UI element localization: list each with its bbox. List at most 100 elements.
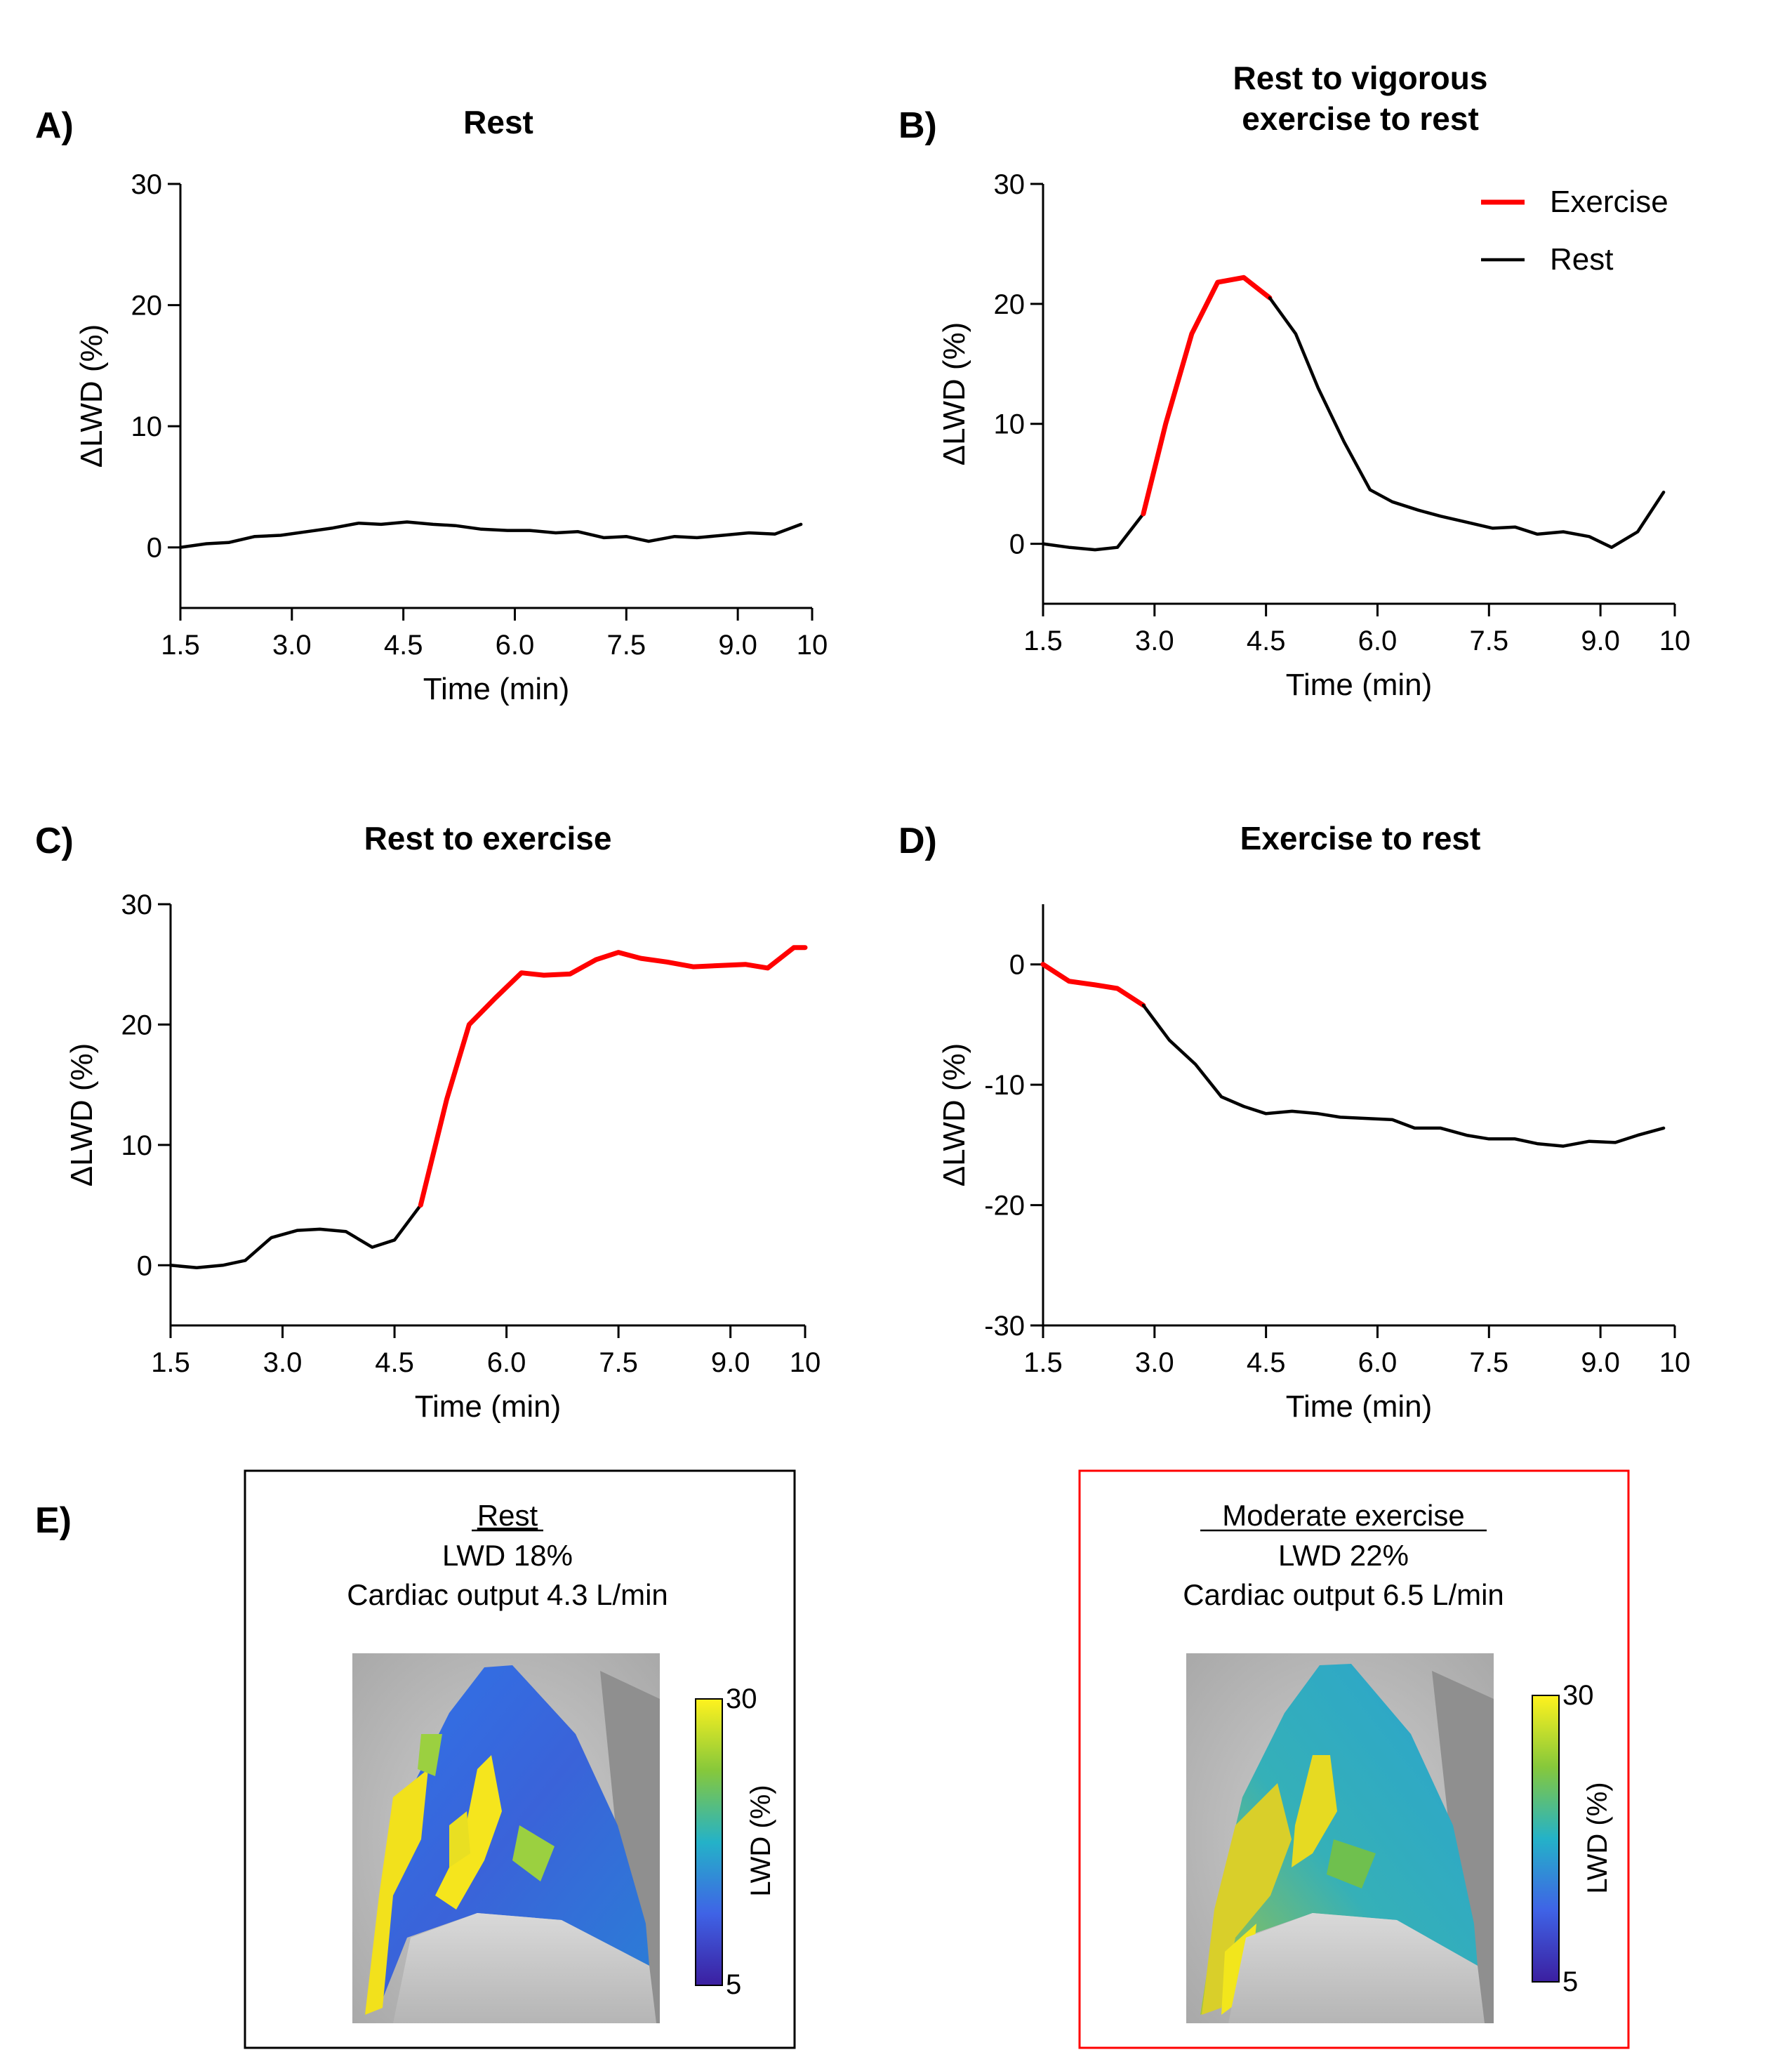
rest-colorbar-max: 30 <box>726 1683 757 1714</box>
y-tick-label-d: -30 <box>984 1311 1025 1342</box>
chart-a: A) Rest 1.5 3.0 4.5 6.0 7.5 9.0 10 0 10 20 30 Time (m… <box>35 104 828 706</box>
series-line-c-exercise-2 <box>418 945 808 1208</box>
series-line-b-rest-3 <box>1268 296 1666 549</box>
rest-box-lwd: LWD 18% <box>442 1539 573 1572</box>
exercise-colorbar-label: LWD (%) <box>1582 1782 1613 1893</box>
x-tick-label-d: 10 <box>1659 1347 1691 1378</box>
exercise-colorbar-max: 30 <box>1562 1680 1594 1711</box>
x-tick-label-c: 7.5 <box>599 1347 638 1378</box>
y-tick-label-a: 20 <box>131 291 163 322</box>
x-tick-label-b: 9.0 <box>1581 626 1620 656</box>
legend-label-rest: Rest <box>1550 242 1613 277</box>
panel-label-a: A) <box>35 105 74 146</box>
x-tick-label-a: 10 <box>797 630 828 661</box>
chart-c: C) Rest to exercise 1.5 3.0 4.5 6.0 7.5 9.0 10 0 1… <box>35 820 821 1424</box>
x-tick-label-d: 4.5 <box>1247 1347 1286 1378</box>
x-tick-label-a: 9.0 <box>718 630 757 661</box>
x-tick-label-a: 1.5 <box>161 630 200 661</box>
y-axis-label-a: ΔLWD (%) <box>74 324 109 468</box>
y-tick-label-c: 10 <box>121 1130 153 1161</box>
x-tick-label-d: 3.0 <box>1135 1347 1174 1378</box>
rest-map-box: Rest LWD 18% Cardiac output 4.3 L/min 30… <box>244 1469 796 2049</box>
chart-b: B) Rest to vigorous exercise to rest 1.5 3.0… <box>898 60 1690 702</box>
x-tick-label-c: 10 <box>790 1347 821 1378</box>
chart-title-d: Exercise to rest <box>1240 820 1481 856</box>
y-tick-label-a: 10 <box>131 411 163 442</box>
y-tick-label-b: 0 <box>1009 529 1025 560</box>
series-line-d-rest-2 <box>1141 1003 1666 1148</box>
y-tick-label-d: -10 <box>984 1070 1025 1101</box>
series-line-a-rest-1 <box>178 520 803 549</box>
x-tick-label-b: 4.5 <box>1247 626 1286 656</box>
x-tick-label-c: 1.5 <box>151 1347 190 1378</box>
y-tick-label-a: 0 <box>147 533 162 564</box>
exercise-map-box: Moderate exercise LWD 22% Cardiac output… <box>1078 1469 1630 2049</box>
exercise-colorbar-min: 5 <box>1562 1966 1578 1997</box>
y-axis-label-d: ΔLWD (%) <box>937 1043 971 1187</box>
panel-label-c: C) <box>35 821 74 861</box>
y-tick-label-c: 20 <box>121 1010 153 1040</box>
exercise-colorbar <box>1532 1695 1560 1983</box>
legend-b: Exercise Rest <box>1481 185 1668 277</box>
rest-colorbar-label: LWD (%) <box>745 1785 776 1896</box>
y-tick-label-b: 20 <box>994 289 1026 320</box>
exercise-box-cardiac-output: Cardiac output 6.5 L/min <box>1183 1578 1504 1611</box>
x-axis-label-d: Time (min) <box>1286 1389 1433 1424</box>
x-tick-label-b: 6.0 <box>1358 626 1398 656</box>
x-tick-label-b: 10 <box>1659 626 1691 656</box>
y-axis-label-c: ΔLWD (%) <box>65 1043 99 1187</box>
panel-e: E) Rest LWD 18% Cardiac output 4.3 L/min… <box>35 1469 1630 2049</box>
y-tick-label-b: 30 <box>994 169 1026 200</box>
x-axis-label-c: Time (min) <box>415 1389 562 1424</box>
exercise-box-lwd: LWD 22% <box>1278 1539 1409 1572</box>
rest-box-title: Rest <box>477 1499 538 1532</box>
exercise-box-title: Moderate exercise <box>1222 1499 1465 1532</box>
rest-box-frame <box>244 1469 796 2049</box>
x-tick-label-c: 6.0 <box>487 1347 526 1378</box>
panel-label-b: B) <box>898 105 937 146</box>
y-tick-label-d: 0 <box>1009 950 1025 981</box>
rest-colorbar <box>695 1698 723 1986</box>
x-tick-label-d: 1.5 <box>1023 1347 1063 1378</box>
series-line-d-exercise-1 <box>1040 962 1146 1008</box>
x-axis-label-b: Time (min) <box>1286 668 1433 702</box>
chart-d: D) Exercise to rest 1.5 3.0 4.5 6.0 7.5 9.0 10 0 -… <box>898 820 1690 1424</box>
chart-title-b-line-2: exercise to rest <box>1242 100 1479 137</box>
y-tick-label-c: 0 <box>137 1250 152 1281</box>
x-tick-label-d: 6.0 <box>1358 1347 1398 1378</box>
x-tick-label-d: 9.0 <box>1581 1347 1620 1378</box>
x-tick-label-a: 3.0 <box>272 630 312 661</box>
panel-label-e: E) <box>35 1500 72 1541</box>
rest-lung-map-image <box>352 1653 660 2023</box>
x-axis-label-a: Time (min) <box>423 672 570 706</box>
chart-title-c: Rest to exercise <box>364 820 612 856</box>
series-line-b-exercise-2 <box>1141 274 1273 517</box>
panel-label-d: D) <box>898 821 937 861</box>
y-tick-label-b: 10 <box>994 409 1026 440</box>
chart-title-b-line-1: Rest to vigorous <box>1233 60 1488 96</box>
legend-label-exercise: Exercise <box>1550 185 1668 219</box>
x-tick-label-d: 7.5 <box>1469 1347 1508 1378</box>
y-axis-label-b: ΔLWD (%) <box>937 322 971 466</box>
series-line-b-rest-1 <box>1041 512 1146 552</box>
series-line-c-rest-1 <box>168 1203 423 1269</box>
rest-colorbar-min: 5 <box>726 1969 741 2000</box>
x-tick-label-b: 7.5 <box>1469 626 1508 656</box>
exercise-box-frame <box>1078 1469 1630 2049</box>
x-tick-label-c: 4.5 <box>375 1347 414 1378</box>
x-tick-label-b: 1.5 <box>1023 626 1063 656</box>
rest-box-cardiac-output: Cardiac output 4.3 L/min <box>347 1578 668 1611</box>
x-tick-label-c: 9.0 <box>711 1347 750 1378</box>
x-tick-label-a: 7.5 <box>606 630 646 661</box>
x-tick-label-a: 4.5 <box>384 630 423 661</box>
y-tick-label-a: 30 <box>131 169 163 200</box>
chart-title-a: Rest <box>463 104 533 140</box>
x-tick-label-a: 6.0 <box>496 630 535 661</box>
x-tick-label-b: 3.0 <box>1135 626 1174 656</box>
y-tick-label-c: 30 <box>121 889 153 920</box>
y-tick-label-d: -20 <box>984 1191 1025 1222</box>
exercise-lung-map-image <box>1186 1653 1494 2023</box>
x-tick-label-c: 3.0 <box>263 1347 303 1378</box>
